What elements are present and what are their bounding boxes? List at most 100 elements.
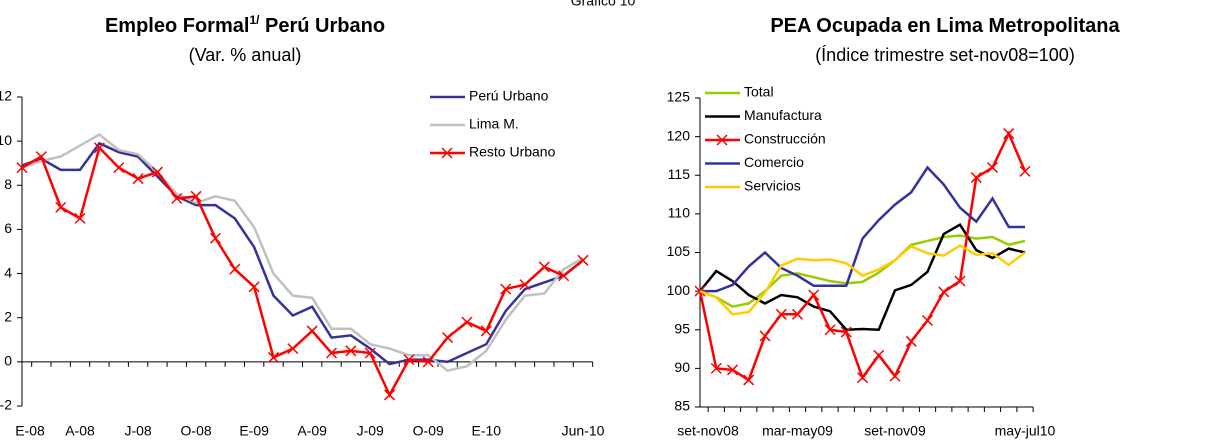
point-marker [132,173,144,185]
point-marker [325,347,338,359]
point-marker [422,356,434,368]
x-tick-label: O-09 [413,423,444,439]
y-tick-label: 90 [674,359,690,375]
x-tick-label: O-08 [181,423,212,439]
y-tick-label: 110 [668,205,691,221]
x-tick-label: J-09 [357,423,384,439]
title-text: Empleo Formal [105,15,249,37]
point-marker [1003,128,1015,140]
legend-label: Perú Urbano [469,88,549,104]
y-tick-label: 12 [0,88,12,104]
y-tick-label: 8 [4,176,12,192]
title-superscript: 1/ [249,13,260,27]
x-tick-label: set-nov09 [864,423,926,439]
x-tick-label: mar-may09 [762,423,833,439]
series-line [699,244,1026,316]
point-marker [345,345,357,357]
legend-label: Servicios [744,178,801,194]
point-marker [743,374,755,386]
y-tick-label: 125 [667,89,691,105]
series-line [21,141,584,366]
point-marker [840,326,852,338]
point-marker [873,349,885,361]
legend-label: Lima M. [469,116,519,132]
legend-label: Total [744,84,774,100]
point-marker [74,212,86,224]
y-tick-label: 4 [4,264,12,280]
y-tick-label: 100 [667,282,691,298]
chart-subtitle: (Índice trimestre set-nov08=100) [815,45,1075,65]
point-marker [35,151,47,163]
y-tick-label: 95 [674,320,690,336]
title-text: PEA Ocupada en Lima Metropolitana [770,15,1120,37]
point-marker [171,192,183,205]
point-marker [824,324,836,336]
point-marker [384,389,396,401]
x-tick-label: E-10 [471,423,501,439]
point-marker [791,308,804,320]
point-marker [889,370,901,382]
x-tick-label: E-08 [15,423,45,439]
point-marker [113,162,125,174]
point-marker [151,166,163,178]
point-marker [954,275,966,287]
y-tick-label: 85 [674,398,690,414]
point-marker [1019,165,1031,177]
y-tick-label: 6 [4,220,12,236]
legend-marker [716,134,728,146]
x-tick-label: set-nov08 [677,423,739,439]
point-marker [905,335,917,347]
x-tick-label: Jun-10 [562,423,605,439]
point-marker [16,162,28,174]
point-marker [726,364,739,376]
y-tick-label: 0 [4,353,12,369]
point-marker [306,325,318,337]
point-marker [710,362,722,374]
series-line [699,223,1026,332]
point-marker [538,261,550,273]
legend-label: Construcción [744,131,826,147]
series-line [21,133,584,373]
point-marker [55,201,67,213]
legend-label: Manufactura [744,107,822,123]
point-marker [287,343,299,355]
y-tick-label: 10 [0,132,12,148]
point-marker [577,254,589,266]
point-marker [442,332,454,344]
point-marker [938,286,950,298]
figure-label: Gráfico 10 [571,0,636,9]
chart-title: PEA Ocupada en Lima Metropolitana [770,15,1120,37]
point-marker [93,142,105,154]
point-marker [267,351,280,363]
x-tick-label: E-09 [239,423,269,439]
point-marker [986,161,999,174]
y-tick-label: 120 [667,127,691,143]
y-tick-label: 105 [667,243,691,259]
point-marker [921,314,934,327]
point-marker [759,330,771,342]
legend-label: Comercio [744,154,804,170]
y-tick-label: -2 [0,397,12,413]
chart-title: Empleo Formal1/ Perú Urbano [105,13,385,37]
x-tick-label: may-jul10 [995,423,1056,439]
chart-subtitle: (Var. % anual) [189,45,302,65]
y-tick-label: 2 [4,308,12,324]
point-marker [403,354,415,366]
point-marker [480,325,492,337]
y-tick-label: 115 [668,166,691,182]
point-marker [364,347,376,359]
point-marker [558,270,570,282]
point-marker [229,263,241,275]
series-line [698,130,1027,382]
series-line [700,165,1025,293]
series-line [21,145,584,398]
x-tick-label: A-09 [297,423,327,439]
point-marker [190,190,202,202]
legend-marker [441,147,453,159]
point-marker [461,316,473,328]
point-marker [970,172,982,184]
point-marker [209,232,221,244]
point-marker [500,283,512,295]
title-suffix: Perú Urbano [259,15,385,37]
